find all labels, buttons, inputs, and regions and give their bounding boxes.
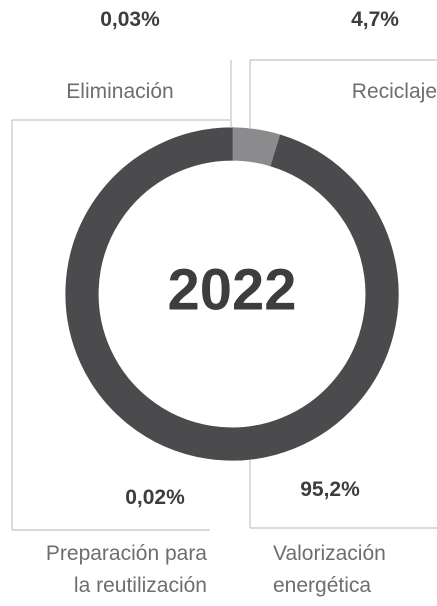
donut-slice [65,127,399,461]
category-label: Eliminación [66,80,174,103]
category-label: Reciclaje [351,80,437,103]
value-label: 0,03% [100,8,160,31]
value-label: 4,7% [351,8,399,31]
category-label: Preparación para la reutilización [45,542,207,597]
value-label: 95,2% [300,478,360,501]
value-label: 0,02% [125,486,185,509]
center-label: 2022 [167,257,296,322]
category-label: Valorización energética [273,542,386,597]
